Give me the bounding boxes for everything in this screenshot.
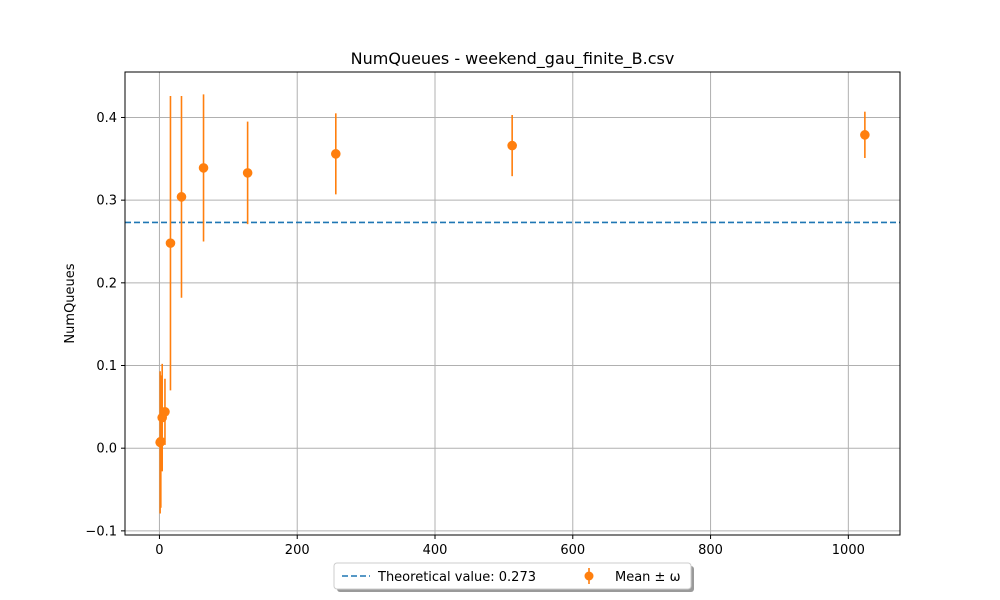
data-point <box>242 168 253 178</box>
y-axis-label: NumQueues <box>63 263 78 343</box>
x-tick-label: 600 <box>560 543 585 558</box>
legend-box <box>333 562 692 590</box>
y-tick-label: 0.0 <box>96 442 117 457</box>
chart-title: NumQueues - weekend_gau_finite_B.csv <box>351 49 675 69</box>
x-tick-label: 200 <box>285 543 310 558</box>
axis-ticks: 0 200 400 600 800 1000 −0.1 0.0 0.1 0.2 0.3 0.4 <box>85 111 864 558</box>
data-point <box>160 407 170 417</box>
legend: Theoretical value: 0.273 Mean ± ω <box>333 562 694 592</box>
y-tick-label: 0.3 <box>96 194 117 209</box>
grid <box>125 72 900 535</box>
y-tick-label: 0.4 <box>96 111 117 126</box>
axes-frame <box>124 71 901 536</box>
data-point <box>176 192 187 202</box>
data-point <box>165 238 176 248</box>
data-point <box>507 140 517 151</box>
x-tick-label: 400 <box>423 543 448 558</box>
y-tick-label: 0.2 <box>96 276 117 291</box>
legend-theoretical-label: Theoretical value: 0.273 <box>377 570 536 585</box>
legend-marker-sample <box>584 571 594 581</box>
x-tick-label: 0 <box>155 543 163 558</box>
legend-mean-label: Mean ± ω <box>615 570 680 585</box>
series-mean-errorbars <box>155 94 870 514</box>
data-point <box>331 149 341 159</box>
data-point <box>198 163 209 173</box>
data-point <box>156 436 166 447</box>
y-tick-label: 0.1 <box>96 359 117 374</box>
x-tick-label: 800 <box>698 543 723 558</box>
x-tick-label: 1000 <box>832 543 865 558</box>
y-tick-label: −0.1 <box>85 524 117 539</box>
data-point <box>860 130 870 140</box>
